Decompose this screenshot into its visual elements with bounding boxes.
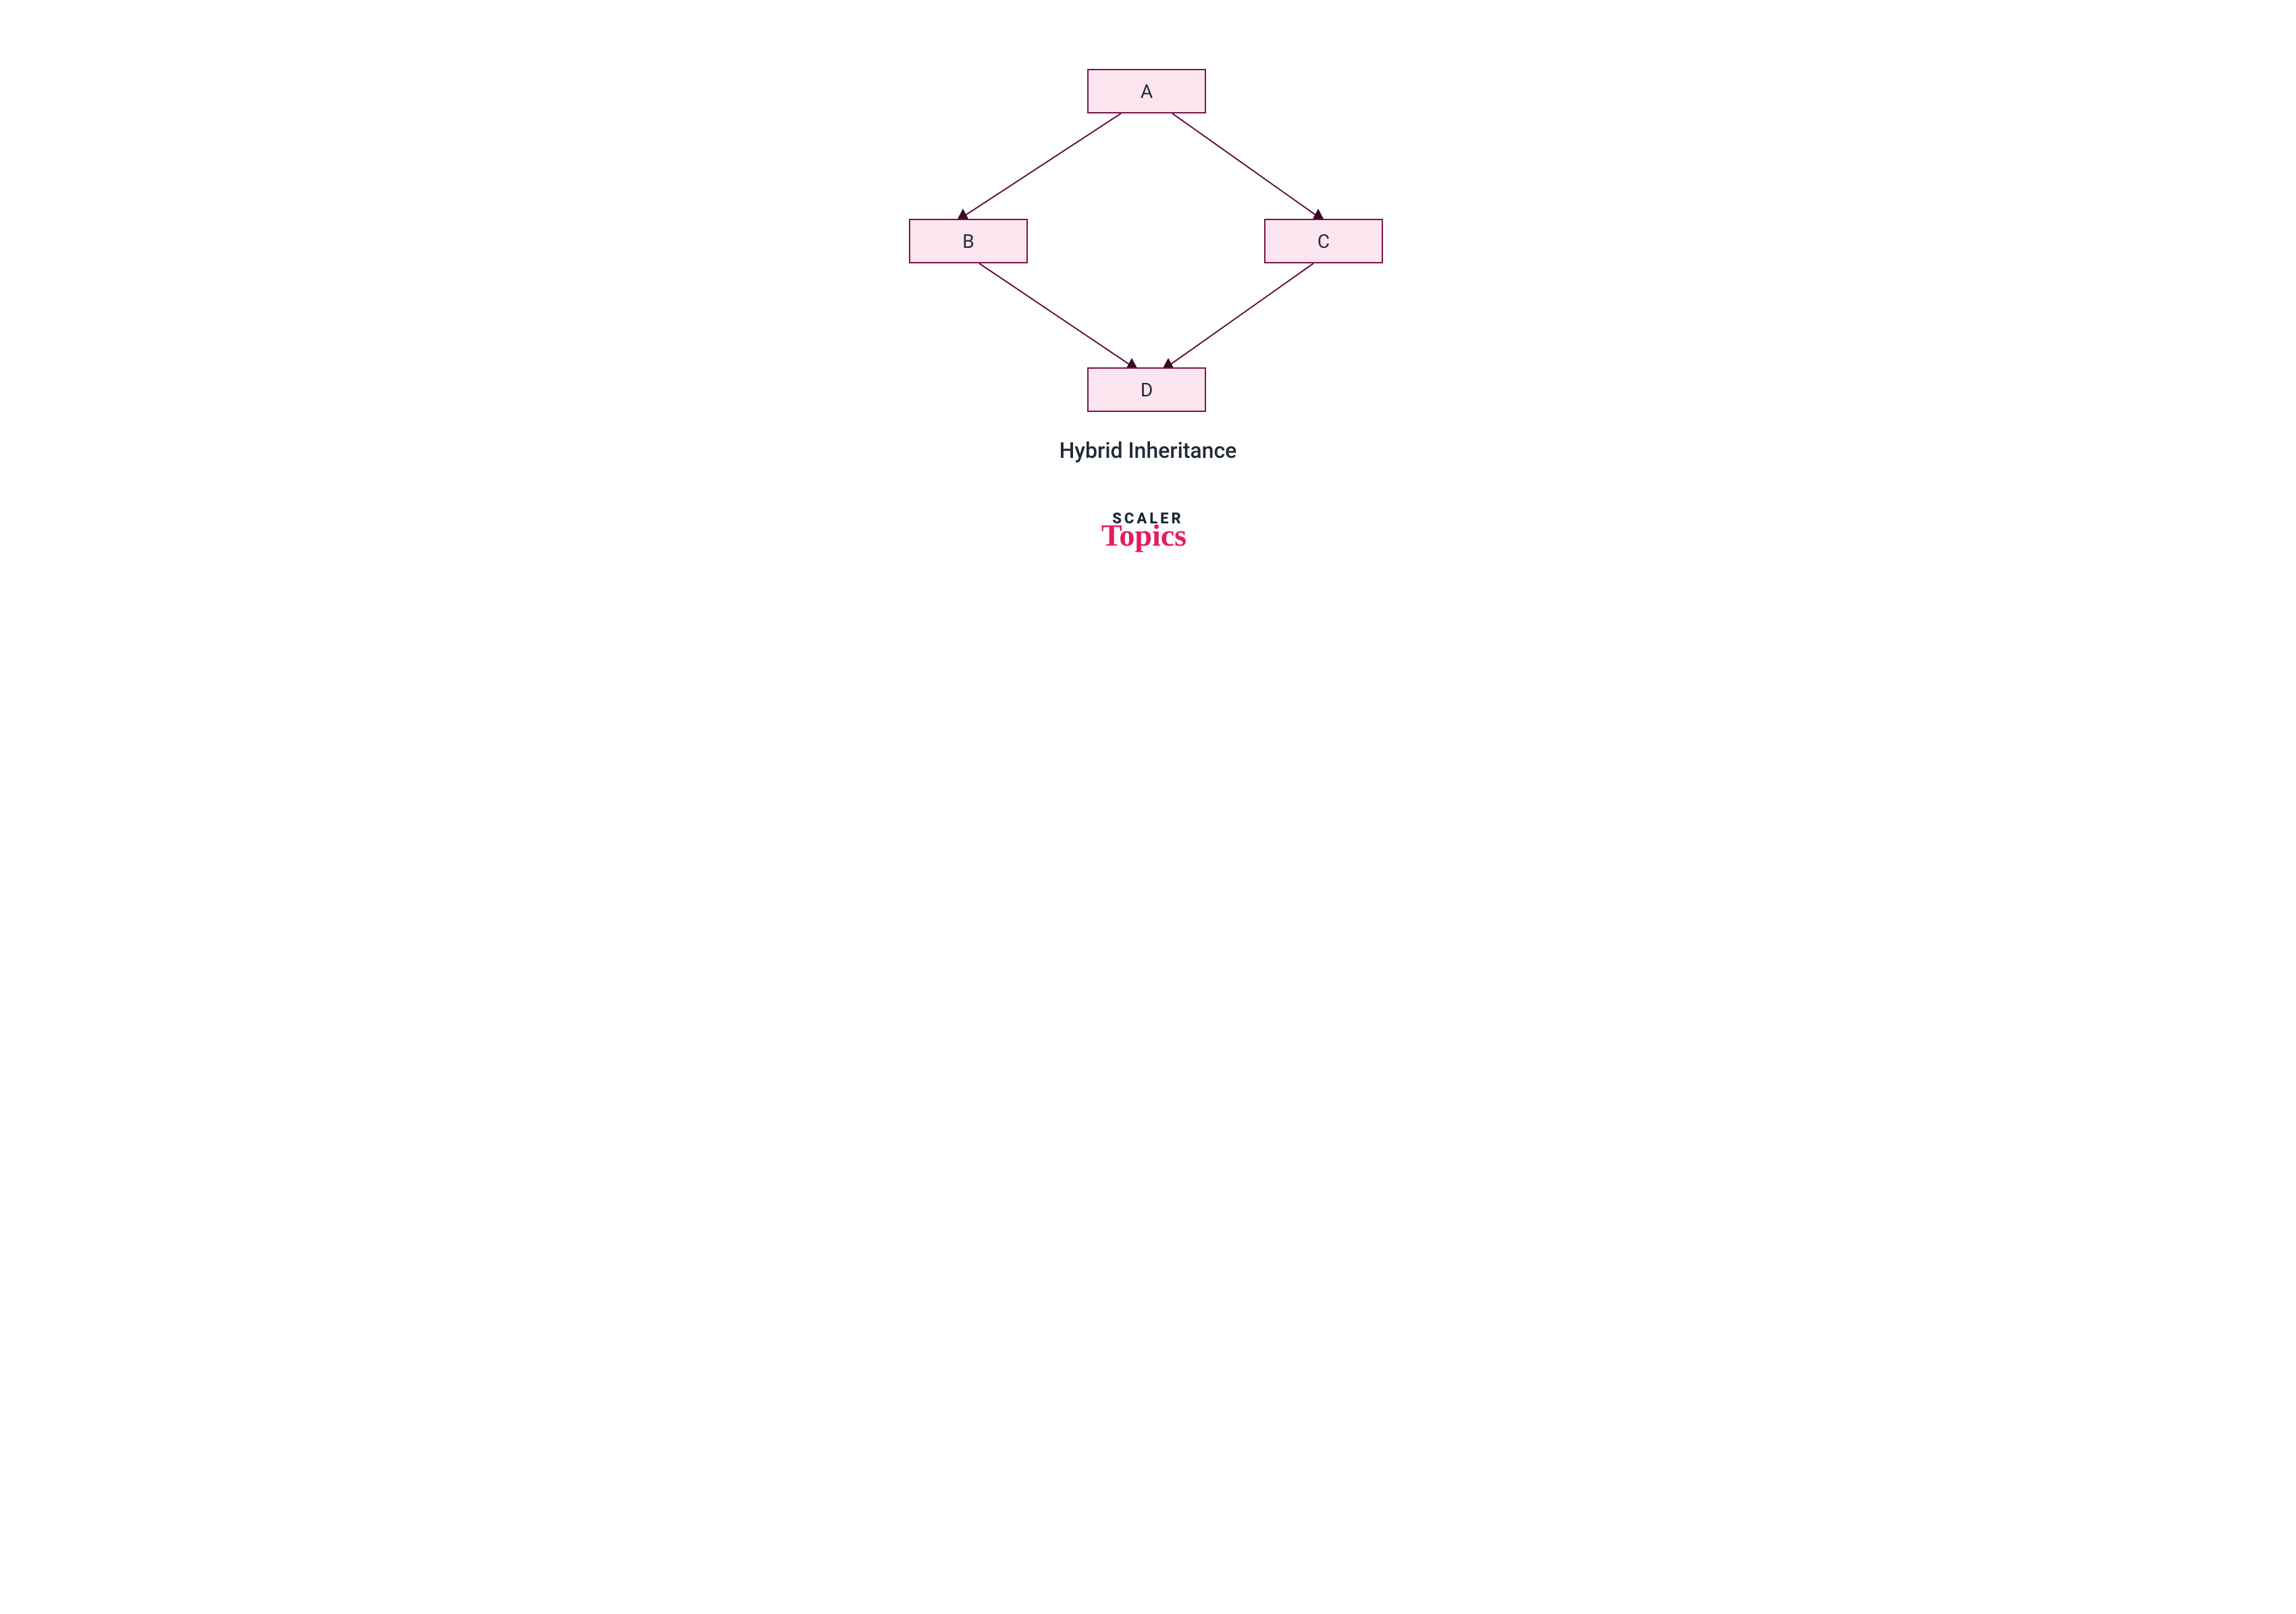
diagram-caption: Hybrid Inheritance: [709, 438, 1587, 463]
edge-a-c: [1172, 113, 1318, 217]
caption-text: Hybrid Inheritance: [1060, 438, 1237, 463]
diagram-canvas: Hybrid Inheritance SCALER Topics A B C D: [709, 0, 1587, 617]
node-d: D: [1087, 367, 1206, 412]
edge-c-d: [1168, 263, 1313, 366]
node-a: A: [1087, 69, 1206, 113]
edge-a-b: [963, 113, 1121, 217]
node-c: C: [1264, 219, 1383, 263]
node-b: B: [909, 219, 1028, 263]
edge-b-d: [979, 263, 1132, 366]
brand-logo: SCALER Topics: [709, 511, 1587, 548]
logo-line2: Topics: [701, 523, 1587, 548]
